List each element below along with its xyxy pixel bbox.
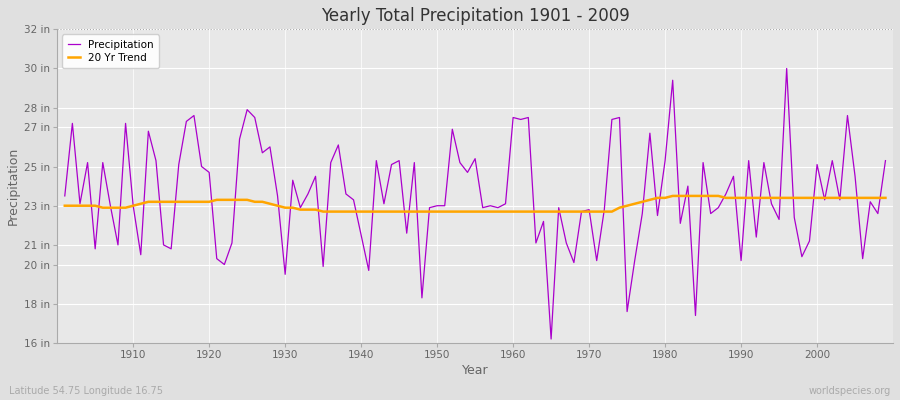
Precipitation: [59, 194, 70, 198]
Precipitation: [333, 142, 344, 147]
X-axis label: Year: Year: [462, 364, 489, 377]
Precipitation: [880, 158, 891, 163]
20 Yr Trend: [59, 203, 70, 208]
Line: Precipitation: Precipitation: [65, 68, 886, 339]
Y-axis label: Precipitation: Precipitation: [7, 147, 20, 225]
20 Yr Trend: [508, 209, 518, 214]
20 Yr Trend: [318, 209, 328, 214]
Precipitation: [781, 66, 792, 71]
Title: Yearly Total Precipitation 1901 - 2009: Yearly Total Precipitation 1901 - 2009: [320, 7, 629, 25]
Precipitation: [508, 115, 518, 120]
20 Yr Trend: [880, 196, 891, 200]
20 Yr Trend: [121, 205, 131, 210]
Text: Latitude 54.75 Longitude 16.75: Latitude 54.75 Longitude 16.75: [9, 386, 163, 396]
20 Yr Trend: [667, 194, 678, 198]
Precipitation: [287, 178, 298, 183]
Precipitation: [500, 201, 511, 206]
Precipitation: [545, 337, 556, 342]
20 Yr Trend: [607, 209, 617, 214]
Text: worldspecies.org: worldspecies.org: [809, 386, 891, 396]
20 Yr Trend: [340, 209, 351, 214]
Precipitation: [121, 121, 131, 126]
20 Yr Trend: [287, 205, 298, 210]
Precipitation: [607, 117, 617, 122]
Legend: Precipitation, 20 Yr Trend: Precipitation, 20 Yr Trend: [62, 34, 159, 68]
20 Yr Trend: [516, 209, 526, 214]
Line: 20 Yr Trend: 20 Yr Trend: [65, 196, 886, 212]
